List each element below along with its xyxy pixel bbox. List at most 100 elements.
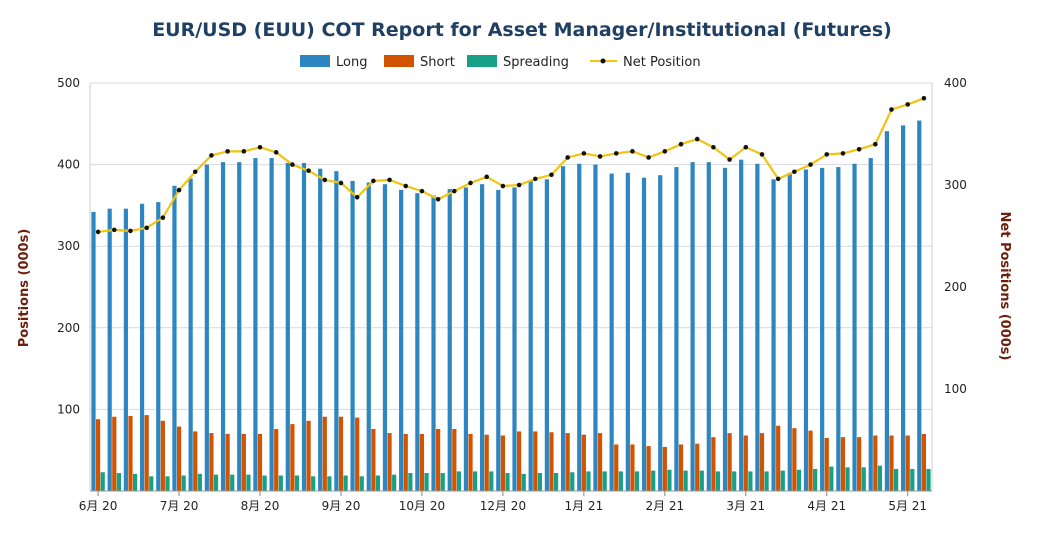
point-net-position — [824, 152, 830, 157]
x-tick-label: 1月 21 — [564, 499, 603, 513]
bar-short — [225, 433, 230, 491]
bar-spreading — [845, 467, 850, 491]
point-net-position — [727, 157, 732, 162]
point-net-position — [176, 187, 182, 193]
point-net-position — [662, 149, 668, 154]
bar-short — [387, 433, 392, 491]
bar-long — [836, 167, 841, 492]
bar-short — [889, 435, 894, 491]
point-net-position — [873, 141, 878, 147]
bar-short — [711, 437, 716, 491]
bar-short — [743, 435, 748, 491]
bar-short — [533, 431, 538, 491]
bar-long — [560, 166, 566, 492]
bar-long — [139, 203, 145, 491]
point-net-position — [711, 144, 716, 150]
bar-short — [759, 433, 765, 491]
bar-short — [630, 444, 635, 491]
point-net-position — [111, 227, 117, 233]
y-tick-label-left: 100 — [57, 402, 80, 416]
point-net-position — [532, 176, 538, 182]
bar-short — [549, 432, 554, 491]
bar-short — [484, 434, 489, 491]
bar-short — [695, 443, 700, 491]
series-line-net-position — [97, 97, 925, 234]
point-net-position — [354, 194, 360, 200]
bar-long — [431, 195, 436, 492]
bar-spreading — [149, 476, 154, 491]
bar-spreading — [861, 467, 866, 491]
legend-swatch-short — [384, 55, 414, 67]
bar-long — [107, 208, 112, 491]
bar-spreading — [392, 474, 397, 491]
x-tick-label: 4月 21 — [807, 499, 846, 513]
bar-short — [581, 434, 586, 491]
x-tick-label: 6月 20 — [79, 499, 118, 513]
bar-spreading — [505, 473, 510, 491]
bar-spreading — [894, 468, 899, 491]
bar-short — [176, 426, 182, 491]
bar-short — [776, 425, 781, 491]
bar-long — [803, 169, 809, 491]
plot-area: 100 200 300 400 500 100 200 300 400 6月 20 7月 20 8月 … — [57, 76, 967, 513]
bar-spreading — [359, 476, 364, 491]
bar-spreading — [586, 471, 591, 491]
bar-long — [917, 120, 922, 491]
bar-long — [172, 185, 177, 491]
point-net-position — [371, 178, 376, 184]
bar-spreading — [521, 473, 526, 491]
y-tick-label-left: 200 — [57, 321, 80, 335]
bar-long — [350, 180, 355, 492]
bar-short — [808, 430, 813, 491]
legend-swatch-long — [300, 55, 330, 67]
point-net-position — [581, 151, 587, 156]
point-net-position — [160, 215, 166, 220]
point-net-position — [484, 174, 490, 180]
point-net-position — [808, 162, 813, 167]
bar-short — [306, 420, 311, 491]
bar-spreading — [375, 475, 381, 491]
point-net-position — [322, 177, 328, 183]
point-net-position — [387, 177, 392, 183]
bar-long — [641, 177, 647, 491]
bar-long — [868, 158, 873, 491]
bar-spreading — [553, 473, 559, 491]
bar-long — [269, 158, 274, 491]
bar-spreading — [910, 468, 915, 491]
bar-short — [160, 420, 165, 491]
point-net-position — [549, 172, 554, 178]
bar-long — [658, 175, 663, 491]
bar-long — [156, 202, 161, 491]
bar-spreading — [456, 471, 462, 491]
bar-long — [237, 162, 242, 491]
x-tick-label: 2月 21 — [645, 499, 684, 513]
bar-spreading — [100, 472, 105, 491]
legend-label-short: Short — [420, 55, 455, 70]
bar-short — [128, 415, 133, 491]
bar-long — [253, 158, 258, 491]
bar-long — [480, 184, 485, 491]
point-net-position — [775, 176, 781, 182]
bar-short — [371, 428, 376, 491]
bar-spreading — [667, 469, 672, 491]
legend-label-long: Long — [336, 55, 367, 70]
bar-short — [727, 433, 732, 491]
x-tick-label: 8月 20 — [241, 499, 280, 513]
x-tick-label: 12月 20 — [480, 499, 526, 513]
point-net-position — [613, 151, 619, 156]
bar-spreading — [829, 466, 834, 491]
bar-long — [852, 163, 857, 491]
bar-long — [722, 167, 728, 492]
bar-spreading — [246, 474, 251, 491]
bar-long — [820, 167, 825, 492]
bar-spreading — [780, 470, 785, 491]
bar-short — [921, 433, 926, 491]
bar-short — [419, 433, 425, 491]
bar-short — [614, 444, 619, 491]
bar-spreading — [311, 476, 316, 491]
bar-short — [565, 433, 570, 491]
y-tick-label-right: 200 — [944, 280, 967, 294]
bar-spreading — [683, 470, 688, 491]
bar-short — [257, 433, 263, 491]
